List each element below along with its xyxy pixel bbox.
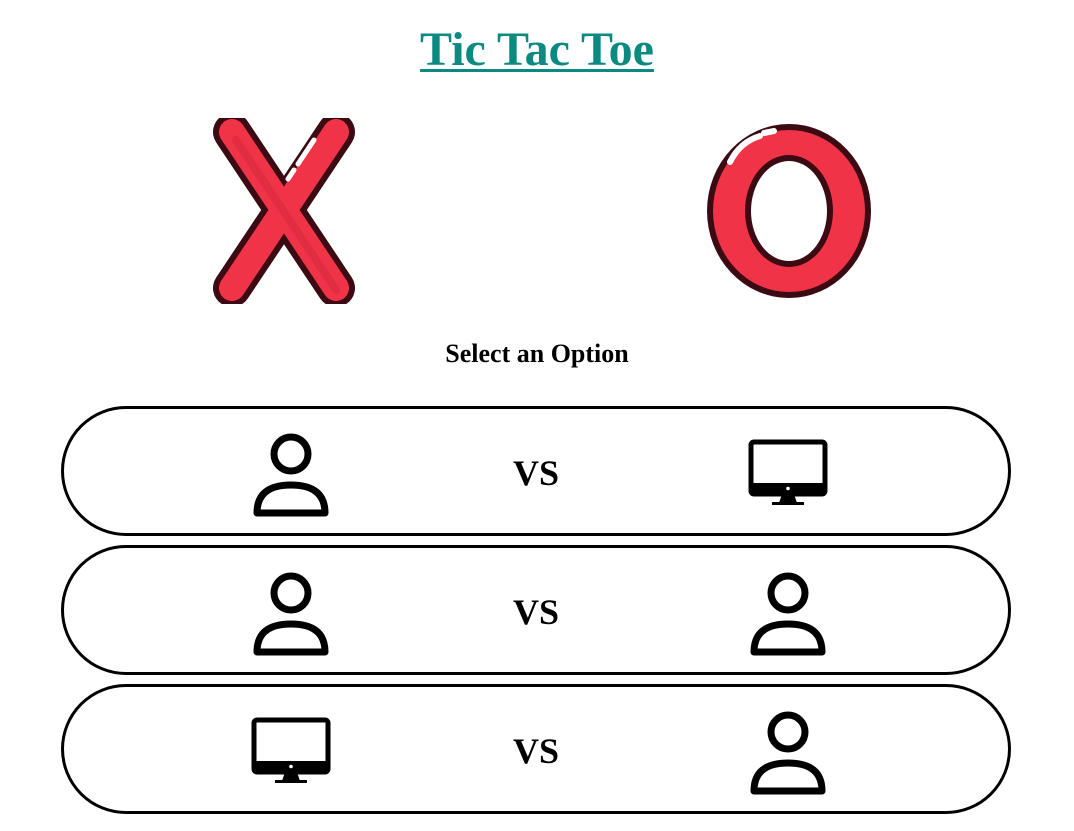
user-icon <box>748 570 828 656</box>
option-computer-vs-player[interactable]: VS <box>61 684 1011 814</box>
option-player-vs-player[interactable]: VS <box>61 545 1011 675</box>
vs-label: VS <box>512 453 560 493</box>
select-option-label: Select an Option <box>445 339 629 368</box>
x-logo-icon <box>212 113 356 307</box>
page-title[interactable]: Tic Tac Toe <box>420 23 654 76</box>
option-player-vs-computer[interactable]: VS <box>61 406 1011 536</box>
user-icon <box>748 709 828 795</box>
vs-label: VS <box>512 592 560 632</box>
o-logo-icon <box>700 118 878 304</box>
user-icon <box>251 431 331 517</box>
user-icon <box>251 570 331 656</box>
vs-label: VS <box>512 731 560 771</box>
computer-icon <box>251 709 331 795</box>
computer-icon <box>748 431 828 517</box>
